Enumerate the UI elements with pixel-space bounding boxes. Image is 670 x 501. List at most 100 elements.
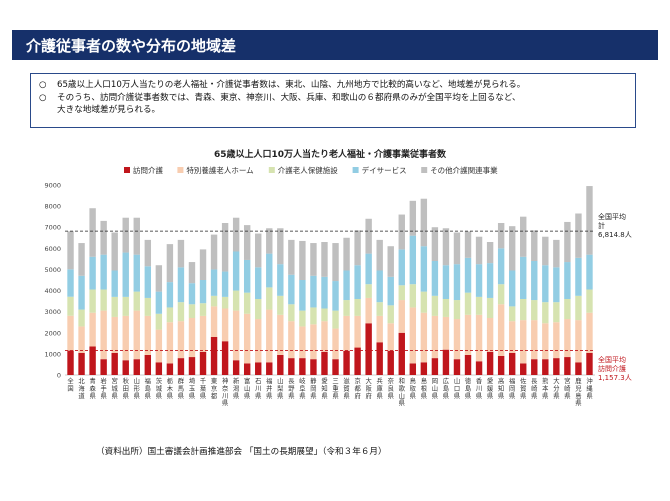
x-tick-label: 山形県	[134, 376, 141, 400]
bar-segment-2	[166, 307, 174, 323]
bar-segment-3	[586, 254, 593, 290]
bar-segment-4	[299, 240, 306, 280]
bar-segment-4	[486, 242, 494, 264]
x-tick-label: 長崎県	[531, 377, 538, 400]
bar-segment-2	[475, 296, 483, 315]
y-tick-label: 6000	[44, 245, 61, 253]
source-note: （資料出所）国土審議会計画推進部会 「国土の長期展望」（令和３年６月）	[96, 447, 387, 457]
x-tick-label: 大阪府	[365, 376, 372, 400]
bar-segment-3	[89, 256, 96, 290]
bar-segment-2	[431, 295, 439, 316]
bar-segment-4	[332, 243, 339, 282]
bar-segment-4	[89, 208, 96, 257]
bar-segment-2	[586, 289, 593, 313]
bar-segment-1	[210, 306, 218, 337]
bar-segment-1	[508, 321, 516, 353]
bar-segment-1	[221, 308, 229, 342]
bar-segment-1	[188, 318, 196, 358]
bar-segment-0	[376, 342, 383, 375]
y-tick-label: 5000	[44, 266, 61, 274]
bar-segment-4	[442, 228, 450, 266]
bar-segment-2	[122, 296, 129, 316]
bar-segment-1	[387, 323, 394, 351]
bar-segment-2	[343, 300, 350, 316]
bar-segment-2	[243, 292, 251, 314]
bar-segment-2	[564, 299, 571, 320]
bar-segment-2	[288, 304, 295, 322]
bar-segment-3	[166, 282, 174, 308]
bar-segment-4	[277, 228, 284, 265]
x-tick-label: 徳島県	[465, 376, 472, 400]
bar-segment-0	[475, 361, 483, 375]
bar-segment-3	[420, 246, 428, 292]
bar-segment-0	[431, 358, 439, 375]
bar-segment-4	[243, 225, 251, 260]
bar-segment-0	[155, 362, 163, 375]
bar-segment-3	[266, 253, 273, 288]
bar-segment-4	[575, 213, 582, 258]
bar-segment-4	[564, 221, 571, 263]
bar-segment-3	[232, 251, 240, 291]
x-tick-label: 埼玉県	[189, 376, 196, 400]
bar-segment-1	[277, 314, 284, 355]
bar-segment-2	[409, 284, 417, 308]
bar-segment-0	[288, 358, 295, 375]
bar-segment-0	[409, 363, 417, 375]
bar-segment-0	[354, 347, 361, 375]
bar-segment-2	[266, 287, 273, 310]
x-tick-label: 茨城県	[156, 376, 163, 400]
bar-segment-4	[255, 233, 262, 268]
bar-segment-4	[133, 217, 140, 255]
bar-segment-2	[155, 313, 163, 330]
bar-segment-0	[89, 346, 96, 375]
bar-segment-1	[343, 315, 350, 351]
x-tick-label: 神奈川県	[222, 376, 229, 407]
x-tick-label: 岩手県	[100, 376, 107, 400]
bar-segment-3	[144, 266, 152, 298]
x-tick-label: 福島県	[145, 376, 152, 400]
bar-segment-2	[89, 289, 96, 313]
bar-segment-2	[133, 291, 140, 311]
bar-segment-0	[232, 360, 240, 375]
bar-segment-0	[255, 362, 262, 375]
legend-label-1: 特別養護老人ホーム	[186, 165, 253, 175]
bar-segment-2	[398, 285, 405, 301]
bar-segment-2	[232, 290, 240, 311]
x-tick-label: 宮城県	[112, 376, 119, 400]
x-tick-label: 東京都	[211, 376, 218, 400]
bar-segment-4	[144, 239, 152, 267]
bar-segment-2	[520, 299, 527, 321]
bar-segment-2	[321, 308, 328, 322]
legend-swatch-4	[421, 167, 428, 173]
bar-segment-3	[453, 264, 461, 301]
bar-segment-2	[497, 284, 505, 305]
x-tick-label: 鹿児島県	[575, 376, 582, 407]
bar-segment-3	[299, 280, 306, 311]
bar-segment-3	[475, 264, 483, 297]
bar-segment-3	[277, 264, 284, 296]
bar-segment-3	[442, 265, 450, 299]
bar-segment-3	[255, 267, 262, 299]
bar-segment-4	[520, 216, 527, 257]
bar-segment-4	[497, 223, 505, 249]
bar-segment-4	[111, 232, 118, 271]
bar-segment-1	[376, 315, 383, 343]
y-tick-label: 2000	[44, 329, 61, 337]
note-text: 65歳以上人口10万人当たりの老人福祉・介護従事者数は、東北、山陰、九州地方で比…	[57, 80, 526, 90]
bar-segment-3	[133, 254, 140, 292]
bar-segment-4	[586, 186, 593, 255]
bar-segment-2	[299, 310, 306, 327]
bar-segment-1	[420, 312, 428, 363]
bar-segment-1	[575, 320, 582, 363]
bar-segment-3	[531, 261, 538, 301]
x-tick-label: 香川県	[476, 376, 483, 400]
bar-segment-1	[133, 310, 140, 360]
bar-segment-2	[210, 295, 218, 307]
bar-segment-3	[376, 270, 383, 303]
x-tick-label: 富山県	[244, 376, 251, 400]
x-tick-label: 栃木県	[167, 376, 174, 400]
bar-segment-2	[365, 284, 372, 298]
bar-segment-3	[221, 271, 229, 297]
legend-label-4: その他介護関連事業	[430, 165, 498, 175]
